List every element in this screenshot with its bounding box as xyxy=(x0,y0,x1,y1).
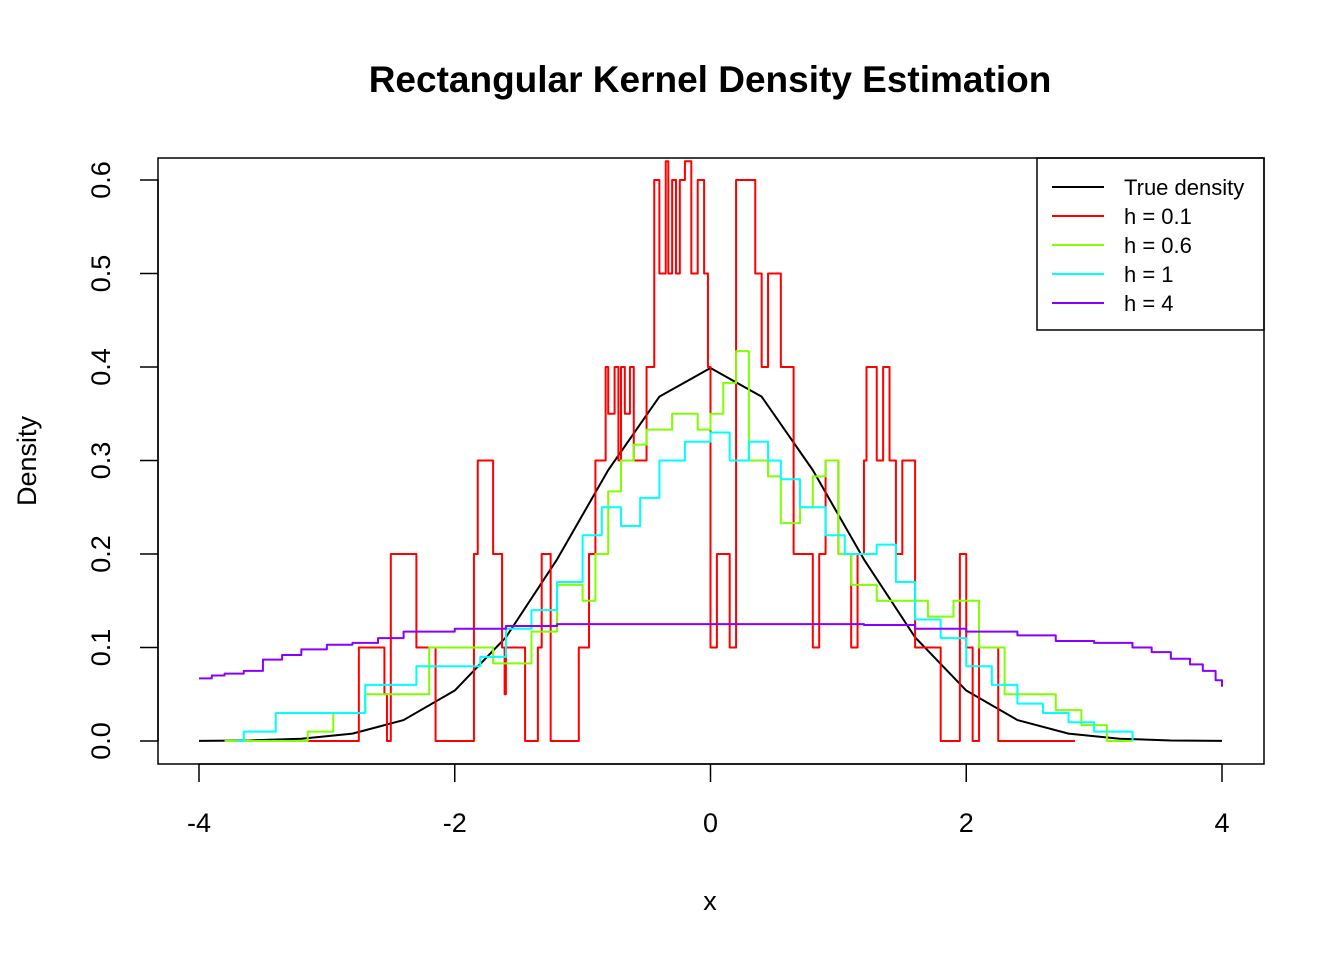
y-axis: 0.0 0.1 0.2 0.3 0.4 0.5 0.6 xyxy=(86,161,159,760)
legend-label: h = 0.1 xyxy=(1124,204,1192,229)
series-line-1 xyxy=(288,160,1075,742)
x-tick-label: -4 xyxy=(187,808,211,838)
series-line-3 xyxy=(237,431,1134,742)
series-line-4 xyxy=(199,623,1223,687)
x-axis: -4 -2 0 2 4 xyxy=(187,763,1230,838)
series-layer xyxy=(198,160,1223,742)
x-tick-label: 2 xyxy=(959,808,974,838)
y-tick-label: 0.3 xyxy=(86,442,116,480)
x-tick-label: -2 xyxy=(443,808,467,838)
y-axis-label: Density xyxy=(12,415,42,506)
legend-label: h = 1 xyxy=(1124,262,1174,287)
legend: True density h = 0.1 h = 0.6 h = 1 h = 4 xyxy=(1036,157,1265,331)
legend-label: h = 4 xyxy=(1124,291,1174,316)
y-tick-label: 0.4 xyxy=(86,348,116,386)
x-tick-label: 0 xyxy=(703,808,718,838)
y-tick-label: 0.5 xyxy=(86,255,116,293)
x-tick-label: 4 xyxy=(1214,808,1229,838)
legend-label: h = 0.6 xyxy=(1124,233,1192,258)
chart-title: Rectangular Kernel Density Estimation xyxy=(369,59,1052,100)
y-tick-label: 0.2 xyxy=(86,535,116,573)
legend-box xyxy=(1036,157,1265,331)
y-tick-label: 0.0 xyxy=(86,722,116,760)
x-axis-label: x xyxy=(703,886,717,916)
y-tick-label: 0.6 xyxy=(86,161,116,199)
y-tick-label: 0.1 xyxy=(86,629,116,667)
series-line-2 xyxy=(224,350,1133,742)
legend-label: True density xyxy=(1124,175,1244,200)
